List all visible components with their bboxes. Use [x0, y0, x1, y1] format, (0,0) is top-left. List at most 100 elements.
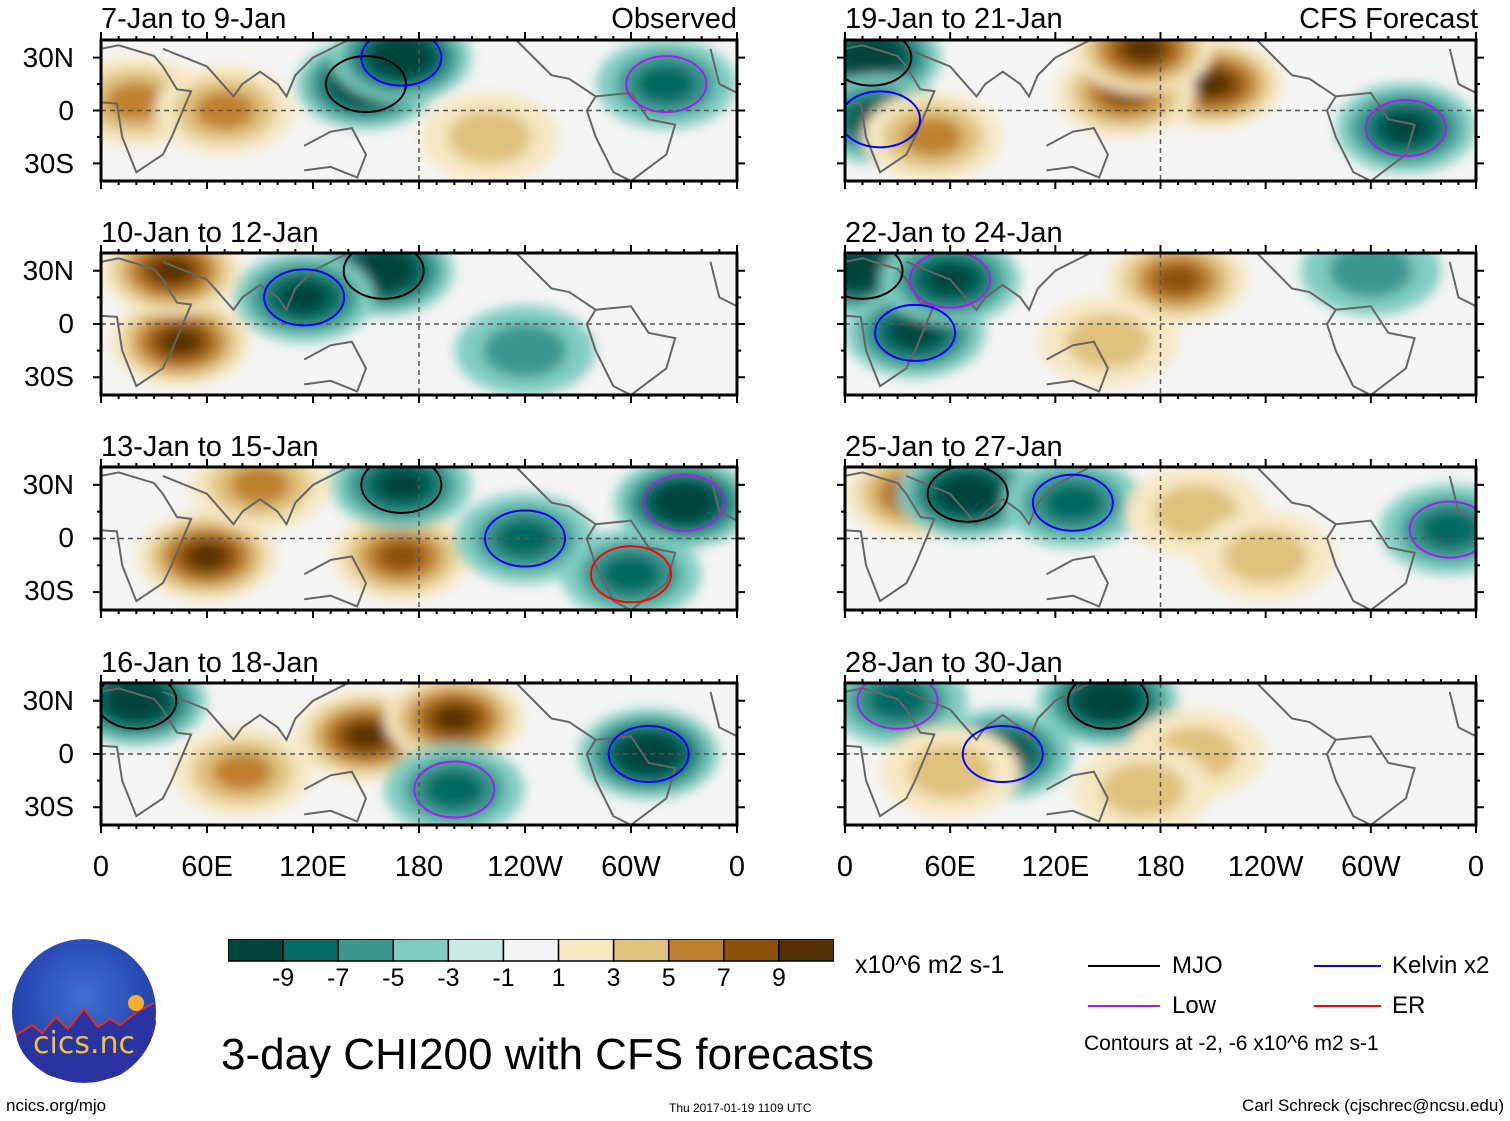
map-panel-4 [93, 675, 745, 833]
panel-title-4: 16-Jan to 18-Jan [101, 647, 319, 679]
coastline [1335, 91, 1416, 181]
website-link[interactable]: ncics.org/mjo [6, 1096, 107, 1115]
anomaly-blob [664, 490, 704, 516]
y-tick-label: 30N [22, 684, 74, 716]
anomaly-blob [1328, 253, 1413, 298]
panel-label-forecast: CFS Forecast [1299, 3, 1478, 35]
colorbar-swatch [612, 939, 670, 962]
map-panel-8 [837, 675, 1484, 833]
coastline [1335, 519, 1416, 610]
y-tick-label: 0 [58, 522, 74, 553]
contour-line [1408, 500, 1476, 559]
coastline [1448, 48, 1476, 94]
colorbar-units: x10^6 m2 s-1 [855, 951, 1005, 979]
x-tick-label: 0 [1467, 851, 1485, 883]
colorbar-swatch [557, 939, 615, 962]
contour-line [961, 725, 1044, 783]
contour-line [101, 683, 178, 730]
colorbar-tick-label: -5 [382, 964, 405, 992]
contour-line [413, 760, 496, 819]
coastline [515, 40, 632, 181]
coastline [845, 687, 936, 818]
contour-line [643, 473, 725, 532]
x-tick-label: 0 [92, 851, 110, 883]
coastline [1046, 127, 1110, 179]
y-tick-label: 30N [22, 41, 74, 73]
contour-line [845, 90, 922, 149]
contour-line [845, 40, 913, 87]
colorbar-tick-label: 7 [716, 964, 731, 992]
contour-line [874, 303, 957, 362]
anomaly-blob [1382, 113, 1430, 144]
colorbar-tick-label: 9 [771, 964, 786, 992]
x-tick-label: 120E [279, 851, 347, 883]
x-tick-label: 60E [181, 851, 233, 883]
coastline [905, 683, 1091, 742]
colorbar-swatch [337, 939, 395, 962]
coastline [709, 691, 737, 738]
legend-swatch-kelvin [1314, 965, 1381, 967]
x-tick-label: 180 [394, 851, 444, 883]
legend-label-low: Low [1172, 992, 1217, 1019]
panel-label-observed: Observed [611, 3, 737, 35]
coastline [905, 467, 1091, 527]
colorbar-tick-label: -1 [492, 964, 515, 992]
coastline [1448, 475, 1476, 522]
y-tick-label: 30N [22, 254, 74, 286]
anomaly-blob [483, 323, 567, 378]
coastline [1448, 691, 1476, 738]
colorbar-tick-label: -3 [437, 964, 460, 992]
anomaly-blob [1042, 483, 1103, 523]
anomaly-blob [435, 706, 474, 731]
coastline [303, 340, 368, 393]
y-tick-label: 30S [24, 575, 74, 607]
coastline [845, 257, 936, 388]
colorbar [228, 939, 834, 962]
panel-title-3: 13-Jan to 15-Jan [101, 431, 319, 463]
cics-logo: cics.nc [12, 939, 156, 1083]
contour-line [607, 725, 690, 783]
coastline [1335, 735, 1416, 825]
anomaly-blob [187, 544, 227, 569]
contour-line [845, 253, 904, 300]
contour-line [360, 467, 443, 514]
anomaly-blob [908, 744, 993, 799]
colorbar-swatch [723, 939, 780, 962]
contour-line [590, 545, 672, 604]
anomaly-blob [346, 723, 386, 749]
main-title: 3-day CHI200 with CFS forecasts [221, 1030, 874, 1079]
contour-line [856, 683, 939, 730]
y-tick-label: 0 [58, 308, 74, 339]
panel-title-5: 19-Jan to 21-Jan [845, 3, 1063, 35]
legend-label-er: ER [1392, 992, 1426, 1019]
contour-line [926, 467, 1009, 523]
author-credit: Carl Schreck (cjschrec@ncsu.edu) [1242, 1096, 1504, 1115]
coastline [101, 257, 193, 388]
coastline [515, 467, 632, 610]
contour-line [625, 55, 708, 114]
anomaly-blob [161, 329, 200, 355]
contour-line [342, 253, 425, 300]
anomaly-blob [601, 554, 661, 594]
x-tick-label: 60E [924, 851, 976, 883]
coastline [595, 519, 677, 610]
x-tick-label: 180 [1136, 851, 1185, 883]
coastline [515, 683, 632, 825]
contour-line [1031, 473, 1114, 532]
anomaly-blob [106, 82, 167, 121]
anomaly-blob [1419, 510, 1476, 549]
coastline [1046, 555, 1110, 608]
colorbar-swatch [502, 939, 560, 962]
anomaly-blob [1100, 762, 1185, 817]
coastline [162, 467, 349, 527]
coastline [101, 687, 193, 818]
coastline [595, 305, 677, 395]
coastline [845, 44, 936, 174]
legend-swatch-low [1088, 1005, 1160, 1007]
map-panel-1 [93, 32, 745, 189]
anomaly-blob [852, 45, 891, 70]
colorbar-tick-label: 3 [606, 964, 621, 992]
coastline [162, 683, 349, 742]
coastline [905, 40, 1091, 99]
y-tick-label: 30S [24, 791, 74, 823]
